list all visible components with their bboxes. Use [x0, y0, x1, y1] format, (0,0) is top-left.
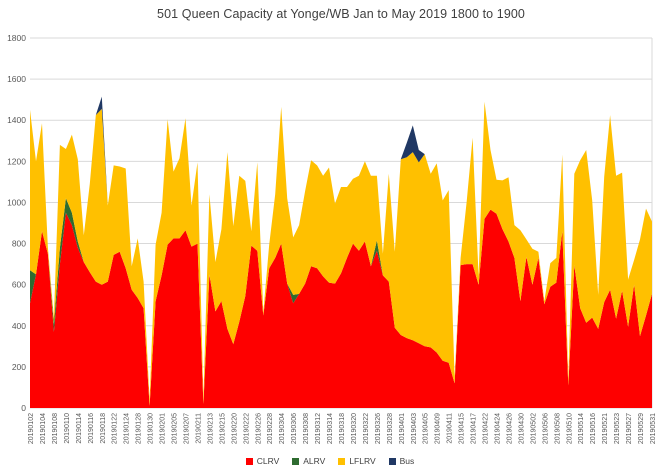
- legend: CLRV ALRV LFLRV Bus: [0, 456, 660, 466]
- y-axis-label: 1400: [7, 115, 26, 125]
- x-tick-label: 20190114: [76, 413, 83, 444]
- x-tick-label: 20190426: [506, 413, 513, 444]
- x-tick-label: 20190318: [339, 413, 346, 444]
- y-axis-label: 1800: [7, 33, 26, 43]
- x-tick-label: 20190228: [267, 413, 274, 444]
- x-tick-label: 20190213: [207, 413, 214, 444]
- x-tick-label: 20190527: [626, 413, 633, 444]
- x-tick-label: 20190220: [231, 413, 238, 444]
- y-axis-label: 600: [12, 280, 26, 290]
- x-tick-label: 20190108: [52, 413, 59, 444]
- x-tick-label: 20190422: [483, 413, 490, 444]
- x-tick-label: 20190201: [160, 413, 167, 444]
- x-tick-label: 20190110: [64, 413, 71, 444]
- x-tick-label: 20190502: [530, 413, 537, 444]
- y-axis-label: 400: [12, 321, 26, 331]
- x-tick-label: 20190506: [542, 413, 549, 444]
- x-tick-label: 20190328: [387, 413, 394, 444]
- legend-swatch-bus: [388, 457, 396, 465]
- x-tick-label: 20190128: [136, 413, 143, 444]
- x-tick-label: 20190521: [602, 413, 609, 444]
- x-tick-label: 20190326: [375, 413, 382, 444]
- legend-item-alrv: ALRV: [292, 456, 325, 466]
- x-tick-label: 20190314: [327, 413, 334, 444]
- plot-area: 0 200 400 600 800 1000 1200 1400 1600 1800 2019010…: [7, 33, 657, 444]
- legend-label-lflrv: LFLRV: [349, 456, 376, 466]
- series-area-clrv: [30, 209, 652, 408]
- x-tick-label: 20190122: [112, 413, 119, 444]
- x-tick-label: 20190226: [255, 413, 262, 444]
- x-tick-label: 20190312: [315, 413, 322, 444]
- x-tick-label: 20190104: [40, 413, 47, 444]
- y-axis-label: 1200: [7, 156, 26, 166]
- series-area-lflrv: [30, 101, 652, 406]
- legend-label-clrv: CLRV: [256, 456, 280, 466]
- legend-swatch-clrv: [245, 457, 253, 465]
- x-tick-label: 20190116: [88, 413, 95, 444]
- legend-swatch-lflrv: [338, 457, 346, 465]
- x-tick-label: 20190409: [435, 413, 442, 444]
- x-tick-label: 20190514: [578, 413, 585, 444]
- x-tick-label: 20190516: [590, 413, 597, 444]
- x-tick-label: 20190304: [279, 413, 286, 444]
- x-tick-label: 20190510: [566, 413, 573, 444]
- x-tick-label: 20190508: [554, 413, 561, 444]
- legend-item-lflrv: LFLRV: [338, 456, 376, 466]
- chart-title: 501 Queen Capacity at Yonge/WB Jan to Ma…: [157, 7, 525, 21]
- x-tick-label: 20190403: [411, 413, 418, 444]
- legend-item-bus: Bus: [388, 456, 415, 466]
- x-tick-label: 20190207: [184, 413, 191, 444]
- x-tick-label: 20190205: [172, 413, 179, 444]
- x-tick-label: 20190430: [518, 413, 525, 444]
- x-tick-label: 20190417: [471, 413, 478, 444]
- x-tick-label: 20190523: [614, 413, 621, 444]
- x-tick-label: 20190118: [100, 413, 107, 444]
- x-tick-label: 20190130: [148, 413, 155, 444]
- legend-label-alrv: ALRV: [303, 456, 326, 466]
- x-tick-label: 20190308: [303, 413, 310, 444]
- x-tick-label: 20190405: [423, 413, 430, 444]
- x-tick-label: 20190124: [124, 413, 131, 444]
- x-tick-label: 20190102: [28, 413, 35, 444]
- y-axis-label: 800: [12, 239, 26, 249]
- x-tick-label: 20190320: [351, 413, 358, 444]
- x-tick-label: 20190401: [399, 413, 406, 444]
- x-tick-label: 20190306: [291, 413, 298, 444]
- x-tick-label: 20190424: [495, 413, 502, 444]
- x-tick-label: 20190529: [638, 413, 645, 444]
- x-tick-label: 20190415: [459, 413, 466, 444]
- x-tick-label: 20190222: [243, 413, 250, 444]
- x-tick-label: 20190215: [219, 413, 226, 444]
- legend-swatch-alrv: [292, 457, 300, 465]
- x-tick-label: 20190322: [363, 413, 370, 444]
- legend-label-bus: Bus: [399, 456, 415, 466]
- y-axis-label: 1600: [7, 74, 26, 84]
- y-axis-label: 200: [12, 362, 26, 372]
- x-tick-label: 20190531: [650, 413, 657, 444]
- y-axis-label: 1000: [7, 197, 26, 207]
- x-tick-label: 20190411: [447, 413, 454, 444]
- x-tick-label: 20190211: [195, 413, 202, 444]
- legend-item-clrv: CLRV: [245, 456, 280, 466]
- y-axis-label: 0: [21, 403, 26, 413]
